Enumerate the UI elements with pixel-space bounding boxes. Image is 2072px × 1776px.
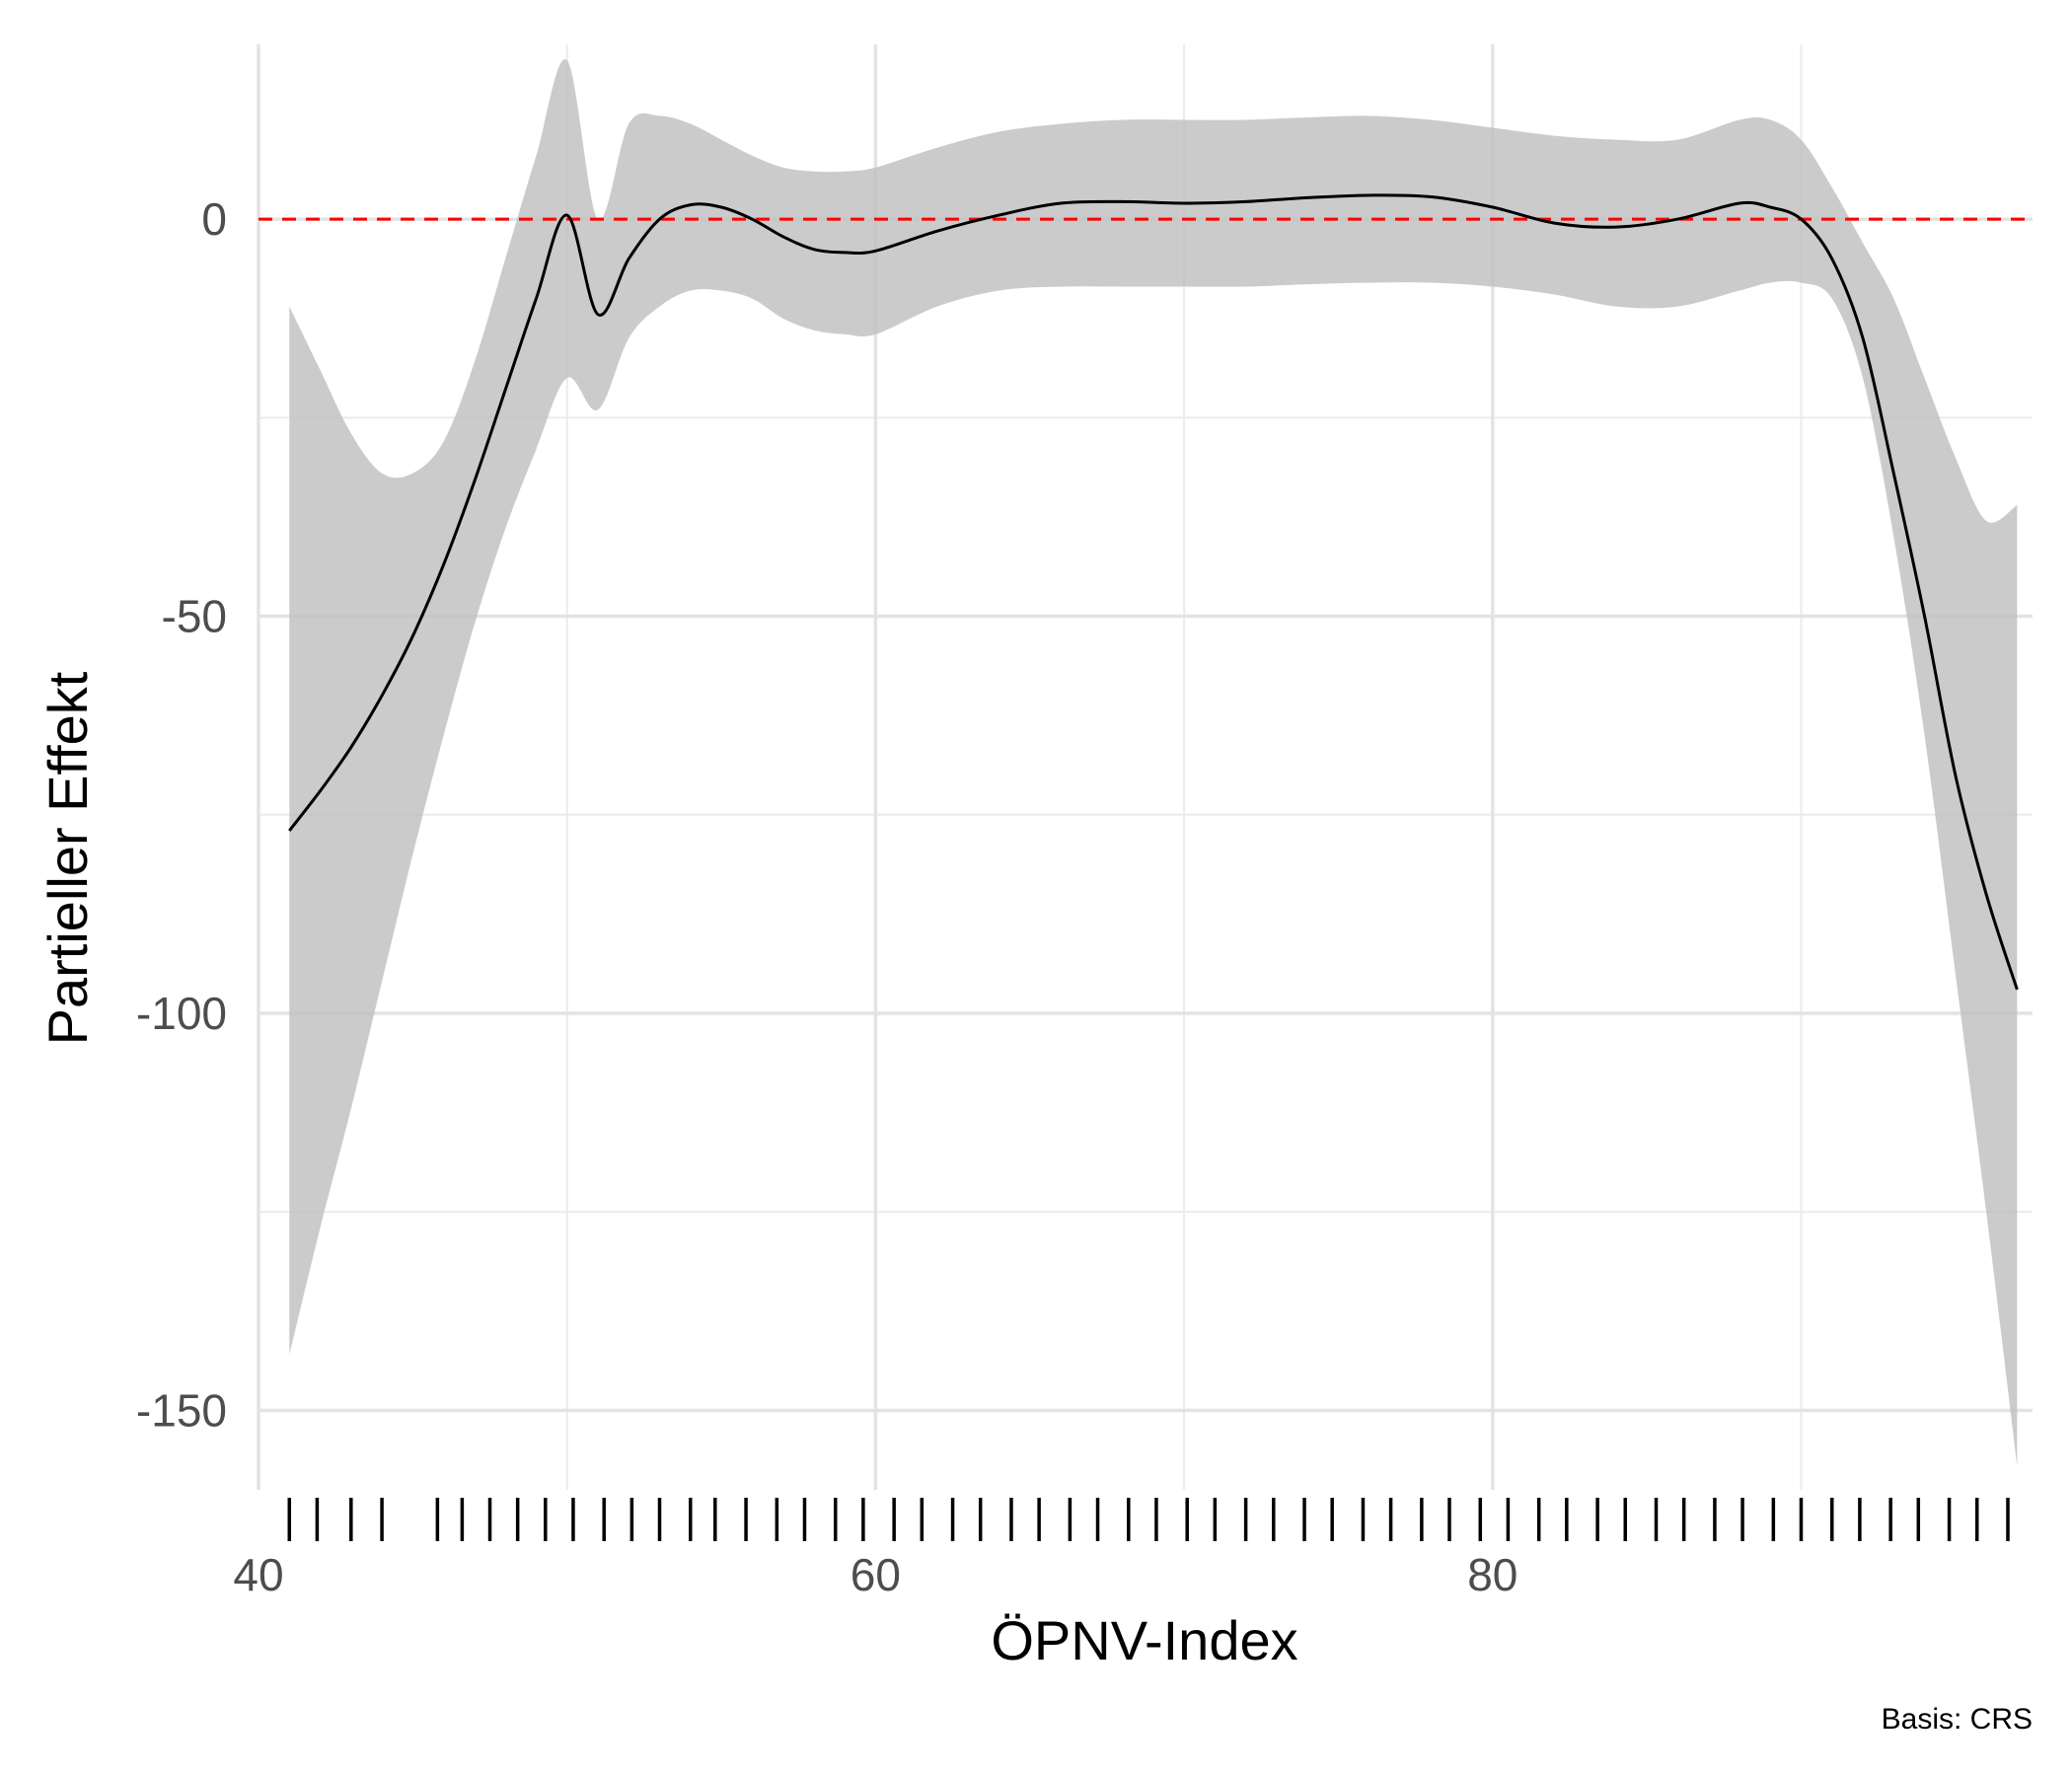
- y-tick-label: 0: [201, 193, 227, 245]
- caption: Basis: CRS: [1882, 1703, 2033, 1736]
- confidence-band: [289, 59, 2018, 1466]
- x-tick-label: 80: [1467, 1549, 1517, 1600]
- confidence-band-group: [289, 59, 2018, 1466]
- tick-label-group: 40 60 80 0 -50 -100 -150: [136, 193, 1517, 1600]
- y-axis-title: Partieller Effekt: [37, 671, 99, 1045]
- y-tick-label: -150: [136, 1385, 227, 1437]
- y-tick-label: -50: [162, 591, 227, 642]
- effect-line-group: [288, 193, 2019, 991]
- x-tick-label: 60: [851, 1549, 901, 1600]
- partial-effect-line: [288, 193, 2019, 991]
- y-tick-label: -100: [136, 988, 227, 1039]
- rug-group: [287, 1498, 2010, 1541]
- x-axis-title: ÖPNV-Index: [991, 1609, 1297, 1671]
- x-tick-label: 40: [233, 1549, 283, 1600]
